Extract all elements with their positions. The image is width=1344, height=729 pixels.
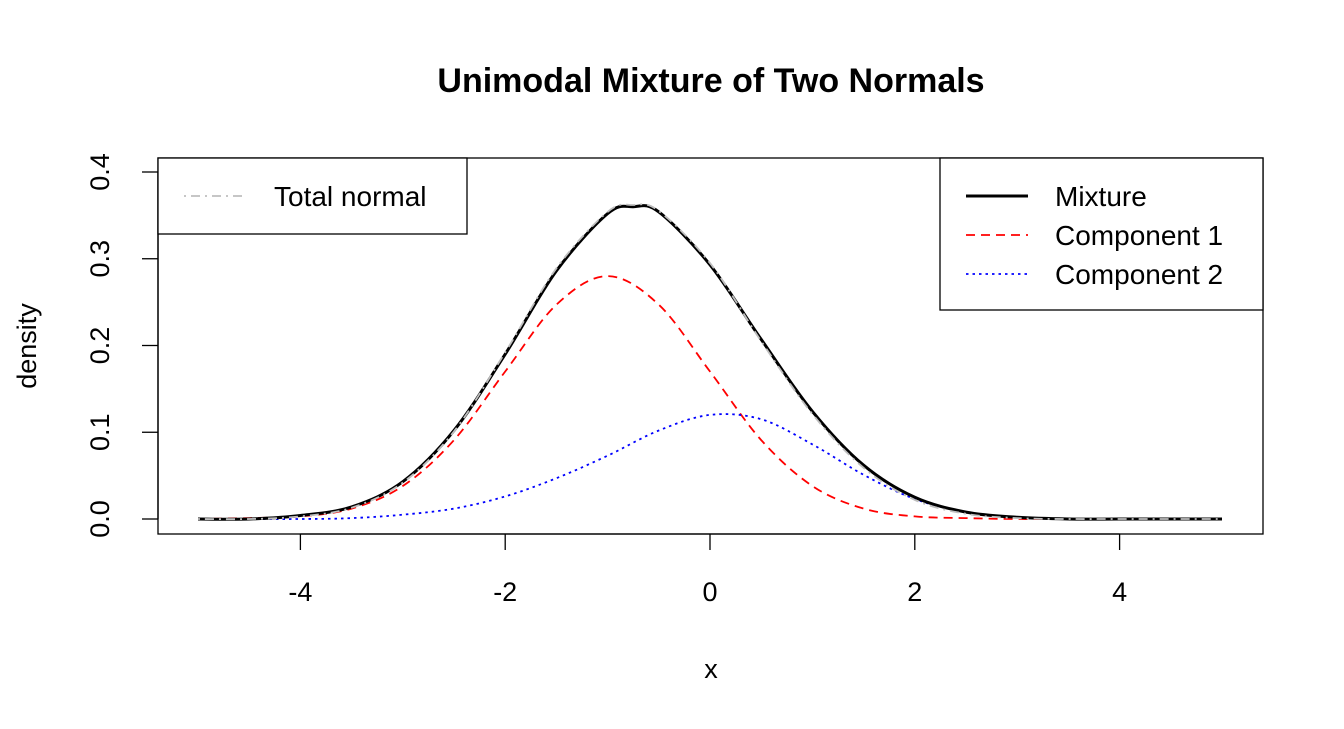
series-line-total-normal: [197, 203, 1222, 521]
x-tick-label: 2: [907, 577, 922, 607]
y-tick-label: 0.1: [85, 413, 115, 451]
legend-box: [939, 157, 1264, 311]
x-tick-label: -4: [288, 577, 312, 607]
x-tick-label: 4: [1112, 577, 1127, 607]
x-tick-label: 0: [702, 577, 717, 607]
chart-title: Unimodal Mixture of Two Normals: [437, 62, 984, 100]
legend-entry-label: Component 2: [1055, 259, 1223, 290]
y-tick-label: 0.2: [85, 327, 115, 365]
legend-top-left: Total normal: [157, 157, 468, 235]
legend-top-right: Mixture Component 1 Component 2: [939, 157, 1264, 311]
legend-entry-label: Component 1: [1055, 220, 1223, 251]
y-tick-label: 0.4: [85, 153, 115, 191]
legend-entry-label: Total normal: [274, 181, 427, 212]
x-axis: -4 -2 0 2 4: [288, 533, 1127, 607]
legend-entry-label: Mixture: [1055, 181, 1147, 212]
series-layer: [197, 203, 1222, 521]
y-tick-label: 0.0: [85, 500, 115, 538]
series-line-component-1: [197, 275, 1222, 520]
legend-box: [157, 157, 468, 235]
series-line-component-2: [198, 413, 1222, 521]
y-axis-label: density: [12, 303, 42, 389]
x-axis-label: x: [704, 654, 718, 684]
y-axis: 0.0 0.1 0.2 0.3 0.4: [85, 153, 159, 538]
y-tick-label: 0.3: [85, 240, 115, 278]
x-tick-label: -2: [493, 577, 517, 607]
